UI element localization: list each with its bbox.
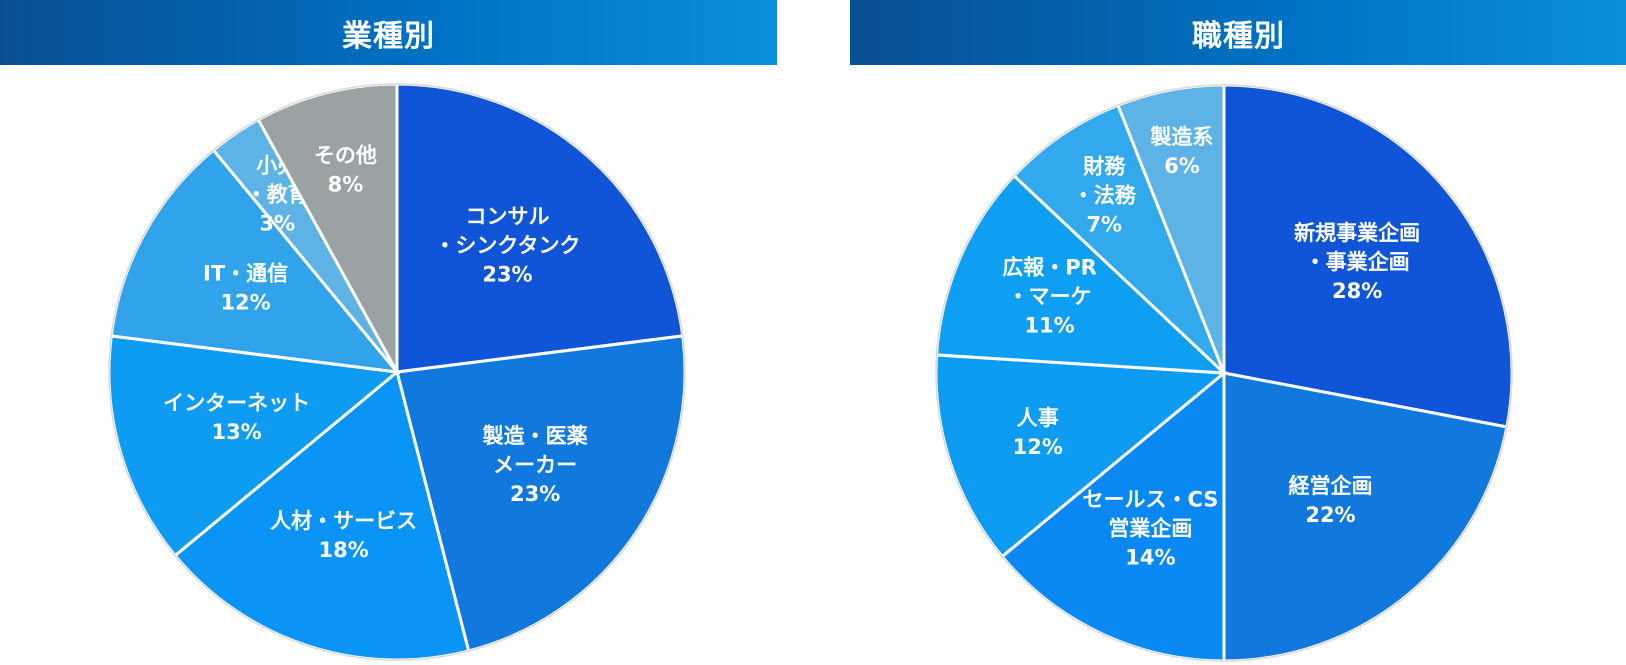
pie-outline	[108, 83, 686, 661]
slice-label: インターネット 13%	[163, 391, 310, 444]
slice-label: その他 8%	[314, 144, 377, 197]
slice-label: セールス・CS 営業企画 14%	[1082, 487, 1218, 569]
chart-title: 業種別	[0, 0, 777, 65]
slice-label: 新規事業企画・事業企画 28%	[1294, 221, 1420, 303]
slice-label: 経営企画 22%	[1288, 474, 1372, 527]
slice-label: 広報・PR ・マーケ 11%	[1002, 256, 1097, 338]
industry-chart: 業種別 コンサル・シンクタンク 23% 製造・医薬メーカー 23% 人材・サービス 18%…	[0, 0, 777, 665]
chart-title: 職種別	[850, 0, 1626, 65]
slice-label: 製造・医薬メーカー 23%	[482, 424, 588, 506]
slice-label: IT・通信 12%	[203, 261, 288, 314]
job-type-chart: 職種別 新規事業企画・事業企画 28% 経営企画 22% セールス・CS 営業企画 14% 人…	[850, 0, 1626, 665]
industry-pie-chart: コンサル・シンクタンク 23% 製造・医薬メーカー 23% 人材・サービス 18% インター…	[107, 82, 687, 662]
pie-outline	[935, 84, 1513, 662]
slice-label: 製造系 6%	[1149, 125, 1213, 178]
slice-label: 人事 12%	[1013, 406, 1063, 459]
slice-label: コンサル・シンクタンク 23%	[434, 205, 580, 287]
slice-label: 人材・サービス 18%	[270, 509, 417, 562]
job-type-pie-chart: 新規事業企画・事業企画 28% 経営企画 22% セールス・CS 営業企画 14% 人事 12%…	[934, 83, 1514, 663]
slice-label: 財務・法務 7%	[1073, 155, 1137, 237]
